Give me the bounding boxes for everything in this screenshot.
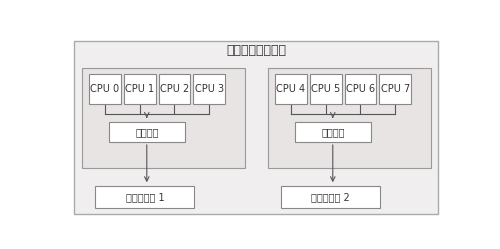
Text: CPU 6: CPU 6 [346,84,375,94]
Bar [82,68,244,168]
Bar [310,74,342,104]
Bar [109,122,184,142]
Text: CPU 2: CPU 2 [160,84,189,94]
Bar [344,74,376,104]
Text: CPU 5: CPU 5 [311,84,340,94]
Bar [158,74,190,104]
Bar [275,74,306,104]
Bar [268,68,430,168]
Text: CPU 4: CPU 4 [276,84,306,94]
Text: CPU 1: CPU 1 [125,84,154,94]
Bar [282,186,380,208]
Bar [124,74,156,104]
Bar [89,74,120,104]
Text: CPU 7: CPU 7 [380,84,410,94]
Text: CPU 0: CPU 0 [90,84,120,94]
Text: 基层调度域 2: 基层调度域 2 [312,192,350,202]
Bar [96,186,194,208]
Text: 二级缓存: 二级缓存 [321,127,344,137]
Text: 八核二路多处理器: 八核二路多处理器 [226,44,286,57]
Text: CPU 3: CPU 3 [195,84,224,94]
Bar [295,122,370,142]
Bar [380,74,411,104]
Text: 基层调度域 1: 基层调度域 1 [126,192,164,202]
Bar [194,74,226,104]
Text: 二级缓存: 二级缓存 [135,127,158,137]
